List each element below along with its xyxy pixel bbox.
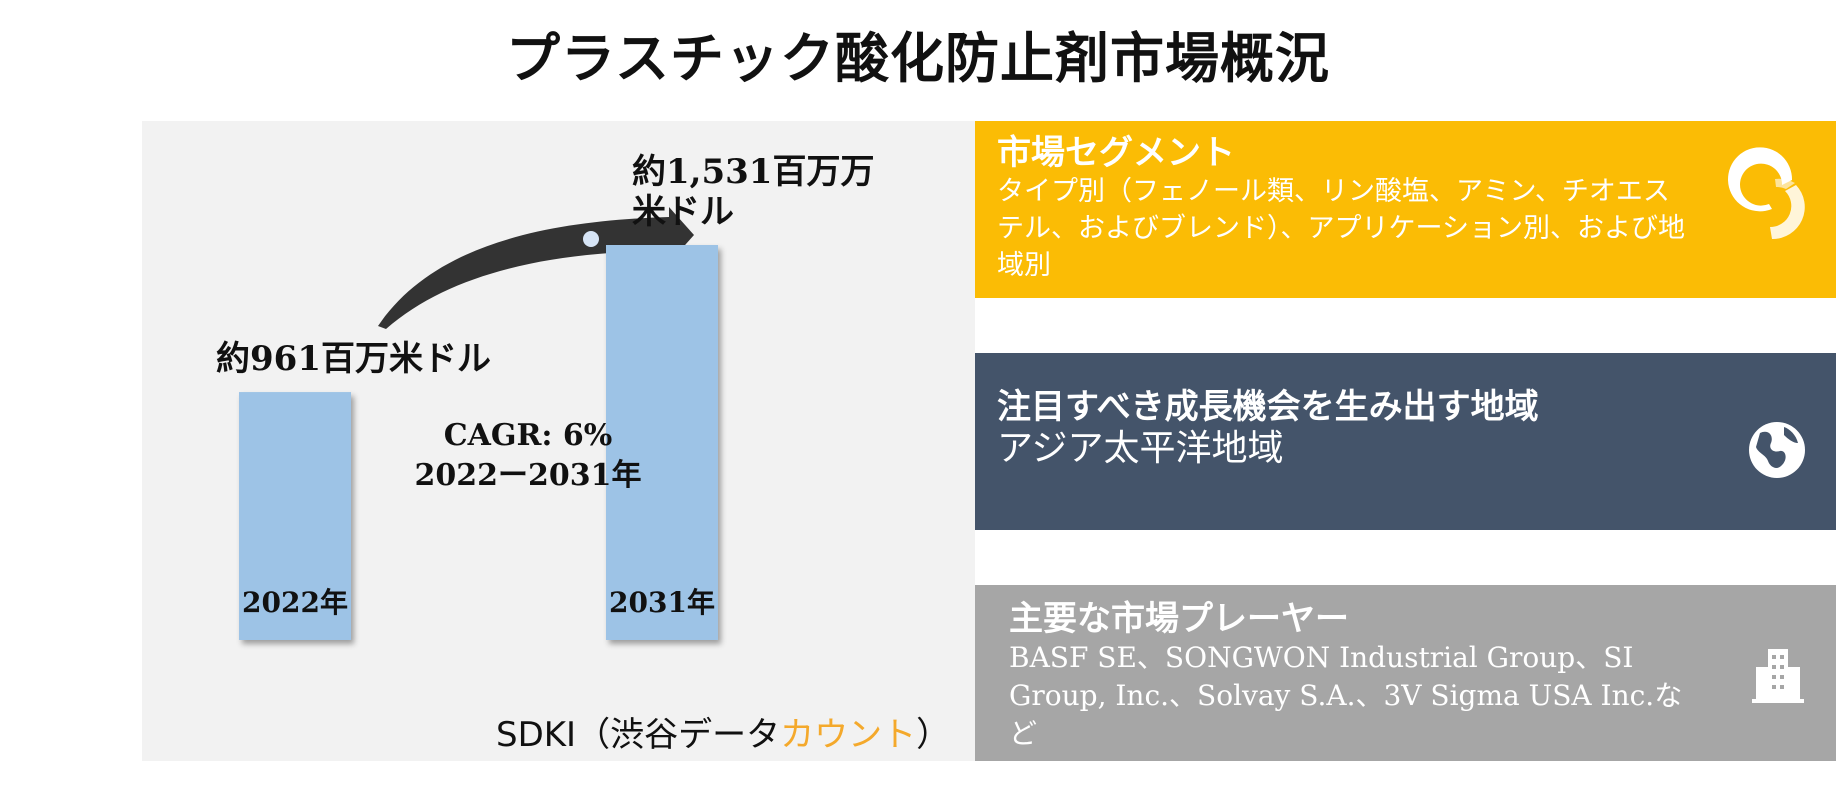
donut-chart-icon — [1728, 147, 1805, 240]
segment-heading: 市場セグメント — [997, 133, 1235, 173]
source-prefix: SDKI（渋谷データ — [496, 715, 781, 755]
globe-icon — [1749, 422, 1805, 478]
building-icon — [1752, 649, 1804, 703]
growth-arrow — [378, 207, 694, 329]
players-box: 主要な市場プレーヤー BASF SE、SONGWON Industrial Gr… — [975, 585, 1836, 761]
cagr-label: CAGR: 6% — [444, 418, 613, 453]
source-credit: SDKI（渋谷データカウント） — [496, 707, 950, 756]
source-accent: カウント — [780, 715, 917, 755]
cagr-period-label: 2022ー2031年 — [415, 458, 642, 493]
category-label-2031年: 2031年 — [609, 586, 715, 619]
bar-2031年 — [606, 245, 718, 640]
segment-box: 市場セグメント タイプ別（フェノール類、リン酸塩、アミン、チオエステル、およびブ… — [975, 121, 1836, 298]
players-heading: 主要な市場プレーヤー — [1009, 599, 1349, 639]
source-suffix: ） — [916, 715, 951, 755]
value-label-2031年-0: 約1,531百万万 — [632, 152, 874, 192]
page-title: プラスチック酸化防止剤市場概況 — [506, 26, 1330, 90]
arrow-dot — [583, 231, 599, 247]
category-label-2022年: 2022年 — [242, 586, 348, 619]
segment-body: タイプ別（フェノール類、リン酸塩、アミン、チオエステル、およびブレンド）、アプリ… — [997, 176, 1685, 281]
bar-2022年 — [239, 392, 351, 640]
market-size-chart: 2022年 約961百万米ドル 2031年 約1,531百万万 米ドル CAGR: 6%… — [142, 121, 975, 761]
value-label-2031年-1: 米ドル — [632, 192, 734, 232]
players-body: BASF SE、SONGWON Industrial Group、SI Grou… — [1009, 641, 1683, 750]
region-body: アジア太平洋地域 — [997, 428, 1284, 469]
region-box: 注目すべき成長機会を生み出す地域 アジア太平洋地域 — [975, 353, 1836, 530]
region-heading: 注目すべき成長機会を生み出す地域 — [997, 387, 1539, 427]
value-label-2022年-0: 約961百万米ドル — [216, 339, 491, 379]
